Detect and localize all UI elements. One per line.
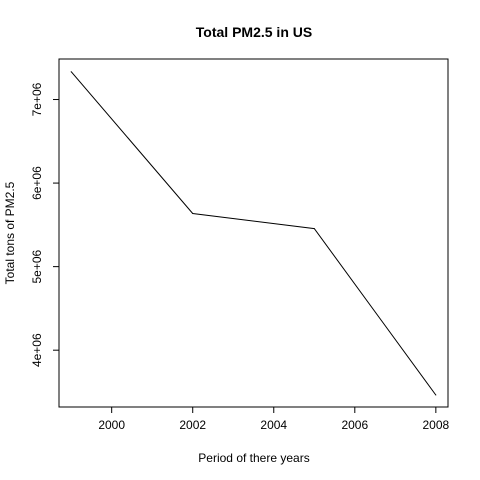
y-axis-label: Total tons of PM2.5 xyxy=(3,181,17,284)
series-layer xyxy=(70,71,437,396)
y-tick-label: 5e+06 xyxy=(30,249,44,283)
data-point xyxy=(192,213,194,215)
y-tick-label: 4e+06 xyxy=(30,333,44,367)
y-tick-label: 6e+06 xyxy=(30,166,44,200)
x-tick-label: 2008 xyxy=(422,418,449,432)
y-tick-label: 7e+06 xyxy=(30,82,44,116)
x-tick-label: 2002 xyxy=(179,418,206,432)
x-tick-label: 2006 xyxy=(341,418,368,432)
data-point xyxy=(313,228,315,230)
x-axis-label: Period of there years xyxy=(198,451,309,465)
x-tick-label: 2000 xyxy=(98,418,125,432)
data-point xyxy=(70,71,72,73)
series-line xyxy=(70,71,437,396)
data-point xyxy=(435,394,437,396)
plot-frame xyxy=(58,58,449,408)
x-tick-label: 2004 xyxy=(260,418,287,432)
x-axis: 2000 2002 2004 2006 2008 xyxy=(98,407,450,432)
y-axis: 4e+06 5e+06 6e+06 7e+06 xyxy=(30,82,59,367)
chart-title: Total PM2.5 in US xyxy=(196,24,312,40)
